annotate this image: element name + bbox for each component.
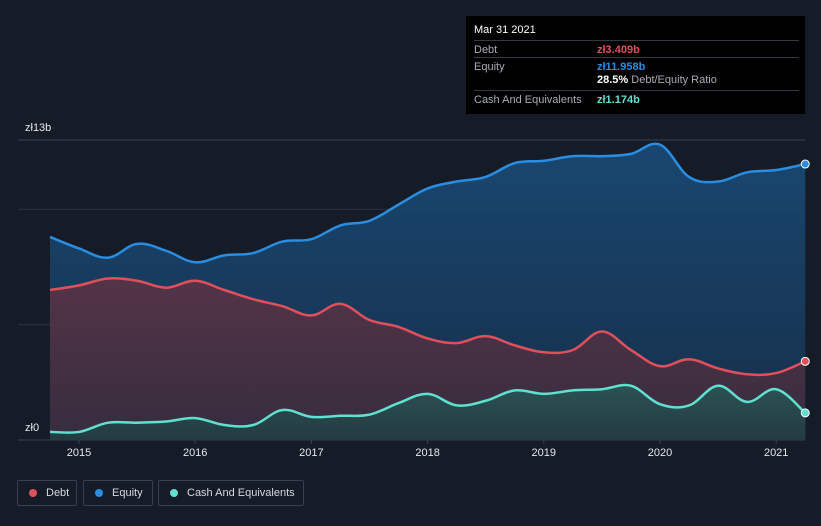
tooltip-debt-row: Debt zł3.409b: [474, 40, 799, 57]
legend-debt-label: Debt: [46, 487, 70, 499]
legend-item-equity[interactable]: Equity: [83, 480, 153, 506]
legend-equity-label: Equity: [112, 487, 143, 499]
equity-dot-icon: [95, 489, 103, 497]
tooltip-cash-row: Cash And Equivalents zł1.174b: [474, 90, 799, 107]
debt-dot-icon: [29, 489, 37, 497]
y-tick-zero: zł0: [25, 422, 40, 434]
debt-line: [49, 276, 806, 377]
line-layer: [49, 142, 807, 434]
x-tick-label: 2021: [763, 447, 789, 459]
y-tick-top: zł13b: [25, 122, 52, 134]
cash-endpoint-marker[interactable]: [800, 408, 810, 418]
tooltip-cash-label: Cash And Equivalents: [474, 94, 582, 106]
tooltip-ratio-label: Debt/Equity Ratio: [631, 74, 717, 86]
tooltip-equity-value: zł11.958b: [597, 61, 646, 73]
tooltip: Mar 31 2021 Debt zł3.409b Equity zł11.95…: [466, 16, 805, 114]
equity-endpoint-marker[interactable]: [800, 159, 810, 169]
equity-line: [49, 142, 806, 264]
x-tick-label: 2015: [66, 447, 92, 459]
area-layer: [49, 143, 806, 440]
tooltip-ratio: 28.5% Debt/Equity Ratio: [597, 74, 717, 86]
tooltip-date: Mar 31 2021: [474, 24, 536, 36]
x-tick-label: 2017: [299, 447, 324, 459]
tooltip-equity-label: Equity: [474, 61, 505, 73]
legend-cash-label: Cash And Equivalents: [187, 487, 295, 499]
x-tick-label: 2016: [182, 447, 208, 459]
marker-layer: [800, 159, 810, 418]
tooltip-debt-value: zł3.409b: [597, 44, 640, 56]
debt-endpoint-marker[interactable]: [800, 356, 810, 366]
x-tick-label: 2018: [415, 447, 440, 459]
tooltip-equity-row: Equity zł11.958b: [474, 57, 799, 74]
tooltip-debt-label: Debt: [474, 44, 498, 56]
x-tick-label: 2020: [647, 447, 673, 459]
cash-dot-icon: [170, 489, 178, 497]
cash-line: [49, 383, 807, 434]
tooltip-cash-value: zł1.174b: [597, 94, 640, 106]
x-tick-label: 2019: [531, 447, 557, 459]
cash-area: [49, 385, 806, 440]
legend-item-cash[interactable]: Cash And Equivalents: [158, 480, 304, 506]
legend-item-debt[interactable]: Debt: [17, 480, 77, 506]
tooltip-ratio-value: 28.5%: [597, 74, 629, 86]
